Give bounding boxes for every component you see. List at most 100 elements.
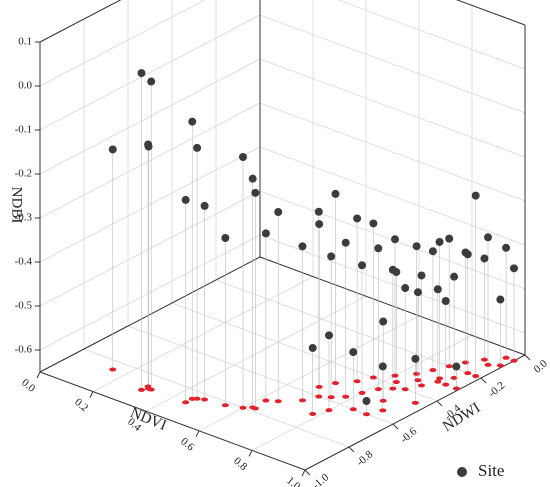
floor-projection (464, 371, 472, 376)
z-tick-label: -0.5 (15, 300, 33, 312)
grid-line (39, 0, 206, 87)
floor-projection (414, 378, 422, 383)
data-point (137, 69, 146, 78)
data-point (392, 268, 401, 277)
floor-projection (462, 360, 469, 365)
data-point (445, 234, 454, 243)
tick-mark (524, 354, 531, 361)
axis-line (39, 256, 261, 373)
floor-projection (484, 362, 492, 367)
floor-projection (480, 357, 488, 362)
floor-projection (315, 394, 323, 399)
grid-line (83, 348, 350, 448)
floor-projection (374, 387, 382, 392)
grid-line (198, 315, 420, 432)
floor-projection (309, 411, 317, 416)
z-tick-label: -0.2 (15, 168, 32, 180)
data-point (391, 235, 399, 244)
floor-projection (182, 400, 190, 405)
data-point (248, 174, 257, 183)
floor-projection (144, 384, 152, 389)
floor-projection (358, 390, 366, 395)
floor-projection (147, 387, 155, 392)
x-tick-label: 1.0 (284, 475, 303, 487)
data-point (261, 229, 270, 238)
floor-projection (262, 398, 270, 403)
data-point (510, 264, 518, 273)
tick-mark (436, 400, 443, 407)
y-tick-label: -0.6 (398, 425, 419, 446)
data-point (188, 117, 197, 126)
data-point (463, 250, 472, 259)
grid-line (39, 14, 261, 131)
floor-projection (379, 408, 387, 413)
tick-mark (301, 469, 306, 477)
floor-projection (452, 386, 460, 391)
data-point (452, 362, 461, 371)
data-point (379, 317, 388, 326)
floor-projection (332, 381, 339, 386)
data-point (502, 243, 511, 252)
data-point (471, 191, 480, 200)
floor-projection (434, 379, 442, 384)
tick-mark (304, 469, 311, 476)
floor-projection (496, 363, 504, 368)
axis-line (455, 0, 526, 26)
floor-projection (138, 387, 145, 392)
data-point (441, 297, 450, 305)
z-axis-title: NDBI (9, 187, 25, 224)
grid-line (39, 146, 261, 263)
legend-label: Site (478, 461, 504, 480)
grid-line (259, 102, 526, 202)
floor-projection (379, 398, 387, 403)
y-tick-label: -0.8 (354, 448, 375, 469)
z-tick-label: -0.4 (15, 256, 33, 268)
data-point (239, 153, 247, 161)
floor-projection (392, 380, 400, 385)
floor-projection (391, 373, 399, 378)
tick-mark (348, 446, 355, 453)
z-tick-label: 0.0 (18, 80, 32, 92)
data-point (411, 354, 420, 363)
floor-projection (472, 374, 480, 379)
axis-line (39, 371, 306, 471)
data-point (496, 295, 505, 304)
data-point (193, 143, 202, 152)
axis-line (259, 256, 526, 356)
tick-mark (480, 377, 487, 384)
data-point (484, 233, 492, 242)
floor-projection (510, 358, 518, 363)
data-point (144, 140, 153, 149)
floor-projection (251, 406, 259, 411)
legend-marker (457, 467, 467, 477)
z-tick-label: -0.1 (15, 124, 32, 136)
floor-projection (299, 398, 306, 403)
tick-mark (392, 423, 399, 430)
data-point (314, 207, 323, 216)
y-tick-label: 0.0 (532, 357, 550, 375)
grid-line (127, 325, 394, 425)
data-point (221, 234, 230, 242)
floor-projection (349, 407, 357, 412)
data-point (327, 252, 336, 261)
x-tick-label: 0.8 (231, 455, 250, 473)
floor-projection (389, 386, 397, 391)
floor-projection (201, 397, 209, 402)
z-tick-label: -0.3 (15, 212, 33, 224)
grid-line (259, 58, 526, 158)
tick-mark (89, 391, 94, 398)
data-point (251, 188, 260, 197)
data-point (274, 208, 283, 216)
floor-projection (221, 403, 229, 408)
floor-projection (363, 412, 370, 417)
floor-projection (442, 382, 450, 387)
z-tick-label: -0.6 (15, 344, 33, 356)
grid-line (215, 279, 482, 379)
floor-projection (436, 376, 444, 381)
floor-projection (450, 375, 458, 380)
x-tick-label: 0.2 (72, 396, 90, 414)
floor-projection (109, 367, 117, 372)
grid-line (39, 58, 261, 175)
grid-line (456, 0, 526, 26)
floor-projection (327, 395, 335, 400)
